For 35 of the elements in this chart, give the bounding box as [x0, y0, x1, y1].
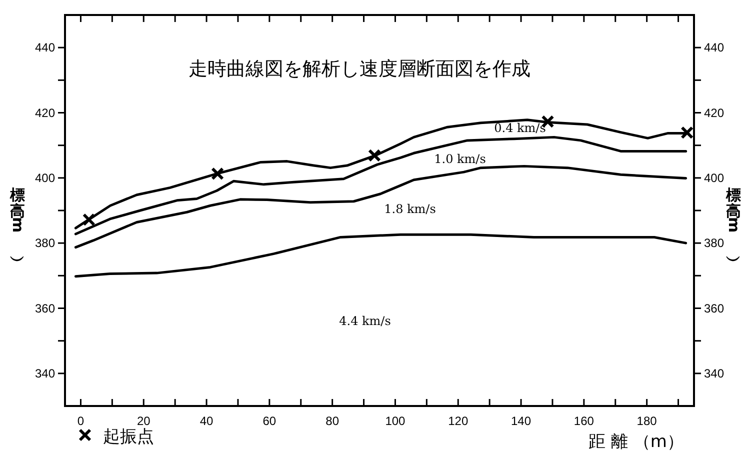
x-tick-label: 60 — [262, 414, 276, 428]
legend-label: 起振点 — [103, 427, 154, 447]
x-tick-label: 140 — [511, 414, 532, 428]
x-tick-label: 80 — [326, 414, 340, 428]
annotation: 1.0 km/s — [434, 152, 486, 166]
y-tick-label: 380 — [34, 236, 56, 250]
annotation: 1.8 km/s — [384, 202, 436, 216]
y2-tick-label: 400 — [704, 170, 724, 185]
y2-tick-label: 340 — [704, 366, 724, 380]
x-tick-label: 40 — [200, 414, 214, 428]
annotation: 4.4 km/s — [339, 314, 391, 328]
y-tick-label: 400 — [34, 170, 56, 185]
line-series — [74, 136, 688, 236]
line-series — [74, 233, 688, 278]
x-tick-label: 0 — [77, 414, 84, 428]
x-tick-label: 120 — [448, 414, 468, 428]
y2-tick-label: 440 — [704, 40, 724, 55]
x-tick-label: 160 — [574, 414, 594, 428]
text: 走時曲線図を解析し速度層断面図を作成 — [188, 58, 530, 80]
x-tick-label: 20 — [136, 414, 151, 428]
line-series — [74, 118, 688, 230]
x-tick-label: 100 — [385, 414, 406, 428]
x-tick-label: 180 — [636, 414, 658, 428]
y2-axis-title: 標高（m） — [725, 175, 743, 262]
y2-tick-label: 380 — [704, 236, 724, 250]
line-series — [74, 164, 688, 249]
annotation: 0.4 km/s — [494, 121, 546, 135]
y-tick-label: 420 — [34, 106, 56, 120]
y-tick-label: 340 — [34, 366, 56, 380]
y2-tick-label: 360 — [704, 301, 724, 316]
y-tick-label: 440 — [34, 40, 56, 55]
y-tick-label: 360 — [34, 301, 56, 316]
y-axis-title: 標高（m） — [9, 175, 27, 262]
x-axis-title: 距 離 （m） — [588, 432, 684, 452]
y2-tick-label: 420 — [704, 106, 724, 120]
